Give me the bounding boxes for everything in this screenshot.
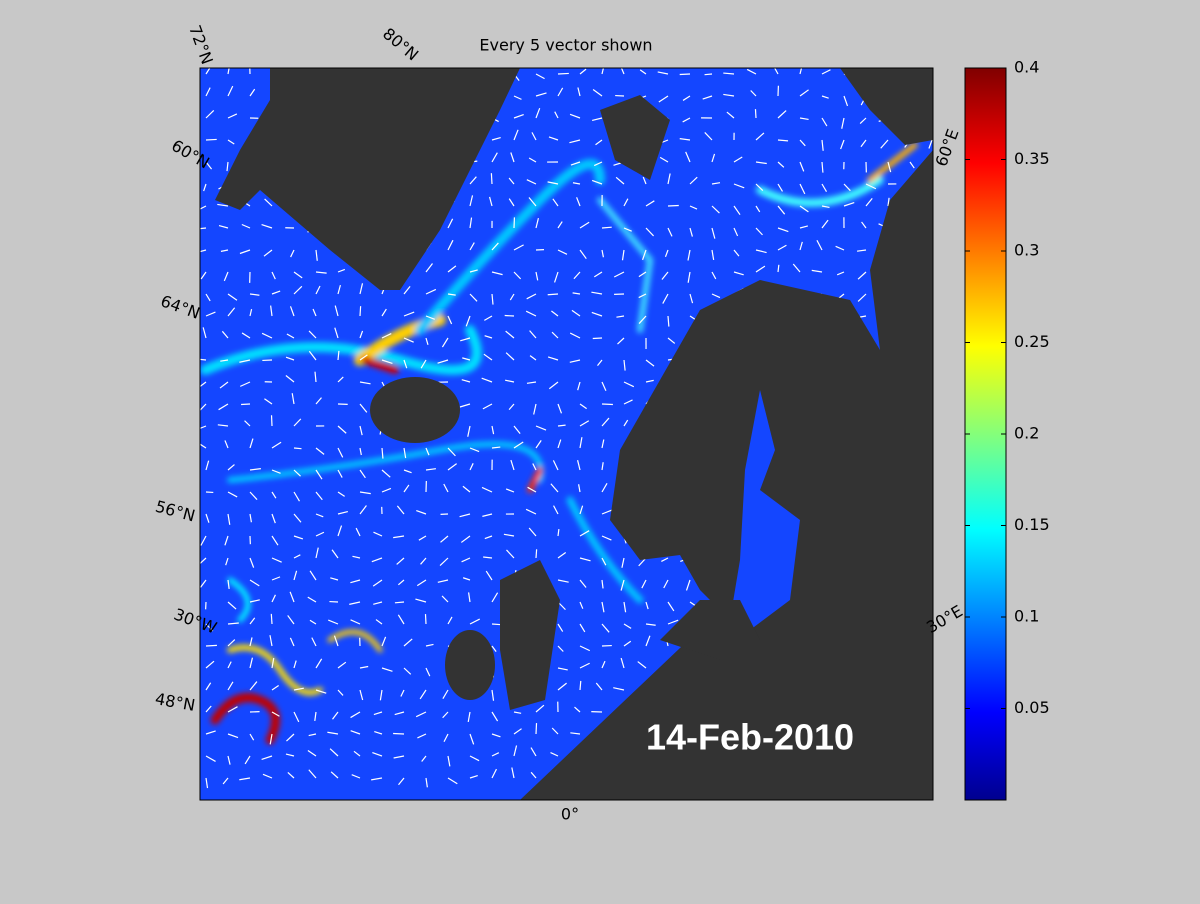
- map: [195, 63, 942, 800]
- map-title: Every 5 vector shown: [479, 36, 652, 55]
- colorbar-tick-label: 0.35: [1014, 149, 1050, 168]
- graticule-label: 60°E: [932, 126, 963, 169]
- vector: [548, 294, 558, 295]
- vector: [360, 306, 361, 316]
- iceland: [370, 377, 460, 443]
- vector: [491, 173, 492, 184]
- vector: [425, 614, 426, 624]
- vector: [536, 723, 537, 734]
- colorbar-tick-label: 0.2: [1014, 424, 1039, 443]
- vector: [206, 139, 217, 140]
- date-label: 14-Feb-2010: [646, 717, 854, 758]
- colorbar-tick-label: 0.05: [1014, 698, 1050, 717]
- colorbar-tick-label: 0.4: [1014, 58, 1039, 77]
- vector: [505, 315, 514, 316]
- colorbar-tick-label: 0.15: [1014, 515, 1050, 534]
- graticule-label: 64°N: [158, 291, 202, 323]
- vector: [580, 681, 581, 690]
- ireland: [445, 630, 495, 700]
- vector: [294, 448, 302, 449]
- colorbar-tick-label: 0.3: [1014, 241, 1039, 260]
- colorbar: [965, 68, 1006, 800]
- vector: [206, 645, 217, 646]
- graticule-label: 80°N: [379, 24, 422, 64]
- vector: [241, 404, 250, 405]
- graticule-label: 72°N: [185, 22, 217, 66]
- vector: [536, 549, 537, 558]
- graticule-label: 56°N: [153, 497, 197, 526]
- graticule-label: 48°N: [154, 689, 197, 715]
- colorbar-tick-label: 0.1: [1014, 607, 1039, 626]
- vector: [558, 73, 569, 74]
- vector: [705, 74, 712, 75]
- vector: [755, 109, 756, 118]
- vector: [393, 733, 404, 734]
- vector: [778, 265, 779, 272]
- vector: [395, 602, 404, 603]
- colorbar-tick-label: 0.25: [1014, 332, 1050, 351]
- vector: [602, 227, 612, 228]
- vector: [593, 338, 602, 339]
- graticule-label: 0°: [561, 805, 579, 824]
- vector: [271, 614, 272, 624]
